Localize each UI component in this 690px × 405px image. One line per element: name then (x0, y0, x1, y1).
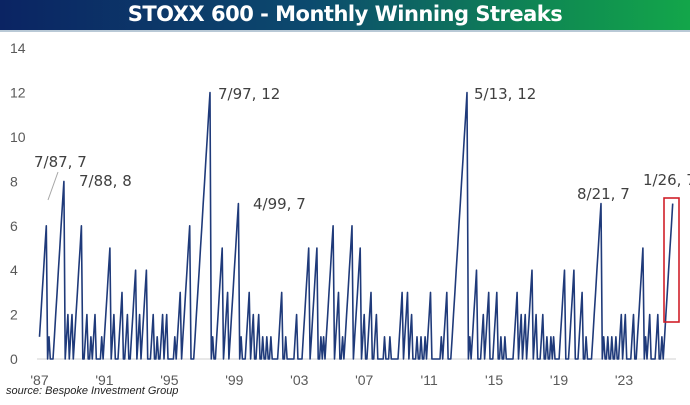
x-tick-label: '95 (160, 372, 178, 388)
x-tick-label: '91 (95, 372, 113, 388)
source-note: source: Bespoke Investment Group (6, 385, 179, 397)
x-tick-label: '19 (550, 372, 568, 388)
y-tick-label: 6 (10, 218, 18, 234)
annotation-7-88: 7/88, 8 (79, 172, 132, 190)
y-tick-label: 12 (10, 85, 26, 101)
highlight-box (663, 197, 680, 323)
y-tick-label: 8 (10, 173, 18, 189)
y-tick-label: 4 (10, 262, 18, 278)
annotation-7-87: 7/87, 7 (34, 153, 87, 171)
annotation-8-21: 8/21, 7 (577, 185, 630, 203)
chart-title: STOXX 600 - Monthly Winning Streaks (127, 2, 563, 26)
y-tick-label: 2 (10, 307, 18, 323)
x-tick-label: '23 (615, 372, 633, 388)
annotation-7-97: 7/97, 12 (218, 85, 280, 103)
y-tick-label: 10 (10, 129, 26, 145)
annotation-4-99: 4/99, 7 (253, 195, 306, 213)
annotation-5-13: 5/13, 12 (474, 85, 536, 103)
y-tick-label: 14 (10, 40, 26, 56)
y-tick-label: 0 (10, 351, 18, 367)
annotation-1-26: 1/26, 7 (643, 171, 690, 189)
x-tick-label: '99 (225, 372, 243, 388)
annotation-leader-line (47, 171, 59, 201)
series-line (38, 91, 674, 360)
x-tick-label: '15 (485, 372, 503, 388)
x-tick-label: '11 (421, 372, 438, 388)
x-tick-label: '03 (290, 372, 308, 388)
title-bar: STOXX 600 - Monthly Winning Streaks (0, 0, 690, 32)
x-tick-label: '07 (355, 372, 373, 388)
x-tick-label: '87 (30, 372, 48, 388)
